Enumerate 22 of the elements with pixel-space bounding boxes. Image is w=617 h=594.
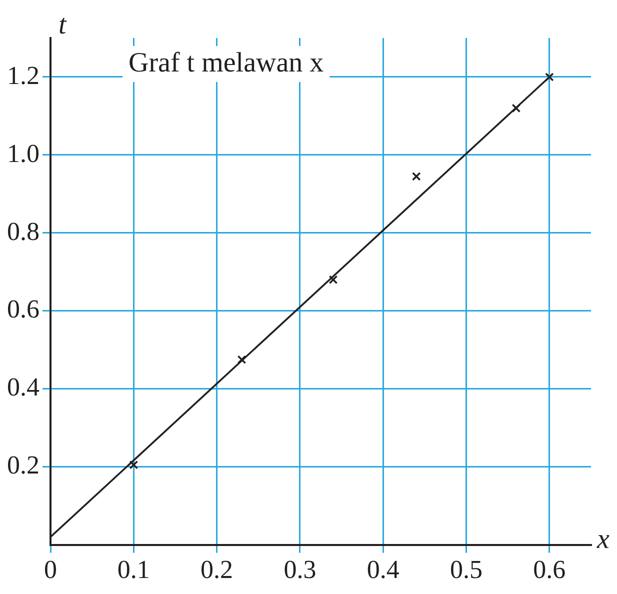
- point: [544, 72, 554, 82]
- x-axis-title: x: [596, 524, 610, 556]
- y-tick-label: 0.4: [7, 372, 40, 402]
- y-tick-label: 1.0: [7, 138, 40, 168]
- x-tick-label: 0.2: [200, 555, 234, 584]
- y-tick-label: 0.2: [7, 450, 40, 480]
- y-tick-label: 0.6: [7, 294, 40, 324]
- point: [512, 104, 521, 113]
- point: [129, 460, 138, 470]
- x-tick-label: 0.6: [533, 555, 566, 584]
- x-tick-label: 0.5: [450, 555, 483, 584]
- point: [328, 275, 338, 284]
- x-tick-label: 0.1: [117, 555, 150, 584]
- point: [412, 172, 421, 181]
- x-tick-label: 0.3: [284, 555, 316, 584]
- x-tick-label: 0: [44, 555, 57, 584]
- chart-title: Graf t melawan x: [128, 47, 324, 78]
- y-tick-label: 1.2: [7, 60, 40, 90]
- y-axis-title: t: [58, 9, 68, 40]
- point: [237, 355, 246, 364]
- y-tick-label: 0.8: [7, 216, 40, 246]
- x-tick-label: 0.4: [366, 555, 400, 584]
